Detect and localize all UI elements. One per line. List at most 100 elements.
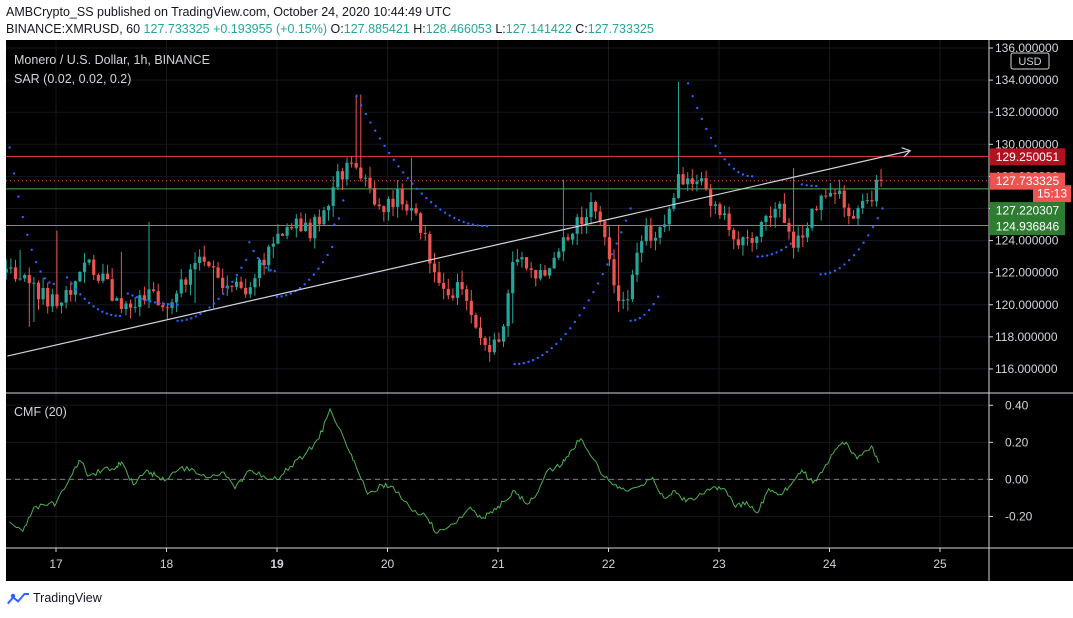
sar-dot bbox=[401, 171, 405, 174]
sar-dot bbox=[383, 144, 386, 148]
chart-area[interactable]: 116.000000 118.000000 120.000000 122.000000… bbox=[6, 40, 1073, 581]
candle-down bbox=[156, 291, 160, 306]
candle-down bbox=[414, 208, 418, 214]
candle-up bbox=[547, 268, 552, 276]
candle-down bbox=[617, 285, 621, 302]
candle-up bbox=[50, 294, 54, 307]
candle-up bbox=[285, 227, 289, 236]
sar-dot bbox=[158, 302, 161, 305]
candle-down bbox=[239, 281, 243, 288]
sar-dot bbox=[420, 192, 423, 195]
candle-down bbox=[202, 256, 206, 262]
sar-dot bbox=[810, 184, 813, 188]
candle-down bbox=[152, 289, 156, 292]
sar-dot bbox=[231, 280, 234, 283]
candle-down bbox=[244, 287, 248, 295]
sar-dot bbox=[411, 182, 414, 185]
close-label: C: bbox=[575, 22, 588, 36]
cmf-line bbox=[9, 407, 880, 534]
sar-dot bbox=[784, 245, 788, 249]
sar-dot bbox=[392, 158, 396, 162]
candle-up bbox=[234, 281, 239, 287]
last-price: 127.733325 bbox=[143, 22, 210, 36]
candle-up bbox=[663, 224, 667, 228]
candle-up bbox=[658, 227, 662, 238]
candle-up bbox=[621, 299, 625, 302]
sar-dot bbox=[765, 254, 769, 257]
candle-up bbox=[253, 278, 257, 288]
candle-down bbox=[732, 229, 736, 240]
sar-dot bbox=[298, 286, 302, 290]
time-tick-label: 17 bbox=[49, 557, 63, 571]
sar-dot bbox=[144, 299, 148, 302]
time-tick-label: 18 bbox=[160, 557, 174, 571]
sar-dot bbox=[415, 187, 419, 191]
sar-dot bbox=[406, 177, 409, 180]
sar-dot bbox=[289, 292, 293, 295]
sar-dot bbox=[312, 273, 316, 276]
candle-down bbox=[607, 237, 612, 260]
chart-canvas[interactable]: 116.000000 118.000000 120.000000 122.000000… bbox=[6, 40, 1073, 581]
candle-up bbox=[764, 215, 768, 223]
candle-down bbox=[368, 177, 372, 189]
candle-down bbox=[446, 288, 450, 296]
sar-dot bbox=[378, 137, 382, 140]
candle-up bbox=[124, 303, 128, 310]
sar-dot bbox=[634, 318, 637, 322]
candle-down bbox=[603, 221, 607, 238]
sar-dot bbox=[462, 220, 465, 224]
candle-down bbox=[359, 167, 363, 179]
candle-up bbox=[326, 206, 331, 211]
sar-dot bbox=[819, 273, 822, 276]
sar-dot bbox=[643, 313, 646, 316]
candle-up bbox=[552, 257, 556, 269]
candle-up bbox=[175, 293, 179, 303]
candle-down bbox=[423, 232, 427, 234]
open-value: 127.885421 bbox=[343, 22, 410, 36]
sar-dot bbox=[8, 146, 11, 149]
price-tick-label: 124.000000 bbox=[995, 234, 1059, 248]
tradingview-logo[interactable]: TradingView bbox=[6, 590, 102, 606]
candle-up bbox=[501, 326, 506, 342]
candle-down bbox=[340, 171, 344, 180]
candle-down bbox=[782, 203, 786, 223]
candle-down bbox=[165, 307, 170, 309]
candle-up bbox=[396, 188, 400, 208]
candle-down bbox=[377, 204, 381, 207]
candle-down bbox=[290, 227, 294, 229]
sar-dot bbox=[190, 317, 193, 320]
candle-up bbox=[455, 282, 460, 298]
time-tick-label: 24 bbox=[823, 557, 837, 571]
price-tick-label: 120.000000 bbox=[995, 298, 1059, 312]
sar-dot bbox=[30, 248, 33, 251]
candle-up bbox=[511, 261, 515, 294]
candle-down bbox=[681, 174, 685, 185]
sar-dot bbox=[303, 283, 306, 286]
price-tag-label: 124.936846 bbox=[996, 220, 1060, 234]
sar-dot bbox=[333, 223, 336, 226]
candle-down bbox=[469, 300, 473, 316]
sar-dot bbox=[434, 204, 437, 208]
candle-down bbox=[566, 237, 570, 240]
time-tick-label: 20 bbox=[381, 557, 395, 571]
candle-down bbox=[580, 217, 584, 225]
candle-up bbox=[492, 339, 496, 353]
sar-dot bbox=[705, 127, 708, 131]
sar-dot bbox=[709, 136, 713, 140]
candle-down bbox=[787, 222, 791, 232]
candle-up bbox=[653, 237, 658, 241]
sar-dot bbox=[592, 290, 595, 294]
candle-up bbox=[409, 208, 414, 211]
sar-dot bbox=[485, 224, 489, 228]
candle-up bbox=[874, 179, 879, 202]
sar-legend: SAR (0.02, 0.02, 0.2) bbox=[14, 72, 132, 86]
sar-dot bbox=[871, 225, 875, 229]
sar-dot bbox=[848, 259, 851, 262]
candle-down bbox=[432, 263, 437, 273]
sar-dot bbox=[331, 245, 334, 249]
sar-dot bbox=[369, 121, 372, 124]
candle-down bbox=[534, 269, 538, 279]
sar-dot bbox=[226, 286, 229, 290]
candle-up bbox=[82, 262, 87, 272]
candle-up bbox=[584, 217, 588, 225]
